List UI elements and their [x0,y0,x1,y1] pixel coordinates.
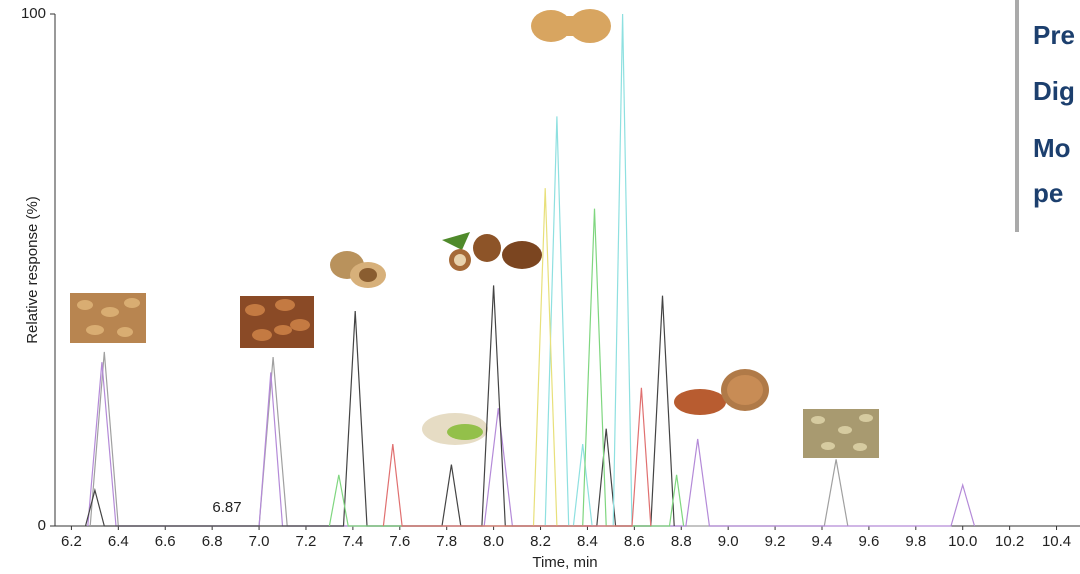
x-axis-label: Time, min [532,554,597,571]
image-pistachio [422,413,488,445]
image-hazelnuts [442,232,542,271]
x-tick-label: 8.6 [624,533,645,550]
chart: Time, min Relative response (%) 6.87 Pre… [0,0,1080,574]
y-tick-label: 100 [21,5,46,22]
x-tick-label: 10.0 [948,533,977,550]
x-tick-label: 6.4 [108,533,129,550]
image-peanut [531,9,611,43]
trace [86,285,675,526]
x-tick-label: 8.0 [483,533,504,550]
x-tick-label: 9.2 [765,533,786,550]
x-tick-label: 8.2 [530,533,551,550]
image-walnuts [330,251,386,288]
x-tick-label: 8.8 [671,533,692,550]
x-tick-label: 7.8 [436,533,457,550]
trace [383,388,650,526]
x-tick-label: 7.0 [249,533,270,550]
nut-images [70,9,879,458]
annotation: 6.87 [212,499,241,516]
x-tick-label: 10.4 [1042,533,1071,550]
x-tick-label: 10.2 [995,533,1024,550]
panel-text: Dig [1033,76,1075,106]
x-tick-label: 9.4 [812,533,833,550]
y-tick-label: 0 [38,517,46,534]
image-pecans [674,369,769,415]
x-tick-label: 9.8 [905,533,926,550]
panel-text: Pre [1033,20,1075,50]
x-tick-label: 7.4 [342,533,363,550]
x-tick-label: 9.0 [718,533,739,550]
x-tick-label: 7.6 [389,533,410,550]
x-tick-label: 6.2 [61,533,82,550]
x-tick-label: 6.6 [155,533,176,550]
trace [545,14,632,526]
panel-text: pe [1033,178,1063,208]
y-axis-label: Relative response (%) [24,196,41,344]
x-tick-label: 9.6 [858,533,879,550]
x-tick-label: 6.8 [202,533,223,550]
panel-text: Mo [1033,133,1071,163]
x-tick-label: 7.2 [296,533,317,550]
x-tick-label: 8.4 [577,533,598,550]
